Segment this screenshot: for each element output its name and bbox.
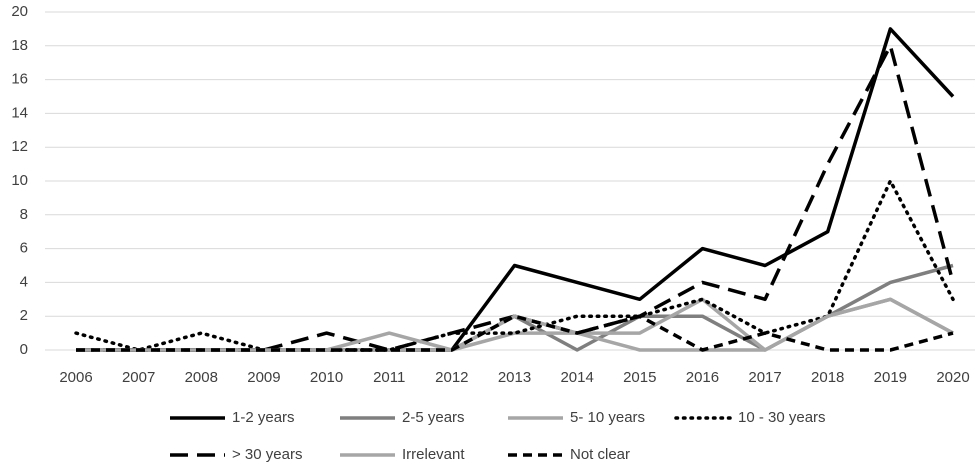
series-line: [76, 27, 955, 352]
legend-label: > 30 years: [232, 446, 302, 463]
y-tick-label: 6: [20, 240, 28, 257]
x-tick-label: 2020: [936, 369, 969, 386]
x-tick-label: 2007: [122, 369, 155, 386]
x-tick-label: 2008: [185, 369, 218, 386]
x-tick-label: 2015: [623, 369, 656, 386]
y-tick-label: 12: [11, 138, 28, 155]
legend-label: 1-2 years: [232, 409, 295, 426]
x-tick-label: 2006: [59, 369, 92, 386]
legend-label: Irrelevant: [402, 446, 465, 463]
series-line: [76, 44, 955, 352]
y-tick-label: 8: [20, 206, 28, 223]
legend-label: 5- 10 years: [570, 409, 645, 426]
x-tick-label: 2013: [498, 369, 531, 386]
x-tick-label: 2019: [874, 369, 907, 386]
x-tick-label: 2010: [310, 369, 343, 386]
legend-label: Not clear: [570, 446, 630, 463]
series-line: [76, 297, 954, 352]
series-line: [76, 263, 954, 352]
y-tick-label: 18: [11, 37, 28, 54]
y-tick-label: 10: [11, 172, 28, 189]
x-tick-label: 2016: [686, 369, 719, 386]
x-tick-label: 2017: [748, 369, 781, 386]
x-tick-label: 2009: [247, 369, 280, 386]
y-tick-label: 0: [20, 341, 28, 358]
series-line: [74, 179, 955, 352]
x-tick-label: 2014: [560, 369, 593, 386]
legend-label: 2-5 years: [402, 409, 465, 426]
x-tick-label: 2018: [811, 369, 844, 386]
y-tick-label: 2: [20, 307, 28, 324]
x-tick-label: 2011: [373, 369, 405, 386]
series-line: [76, 314, 954, 352]
y-tick-label: 14: [11, 104, 28, 121]
y-tick-label: 20: [11, 3, 28, 20]
series-line: [76, 297, 954, 352]
y-tick-label: 16: [11, 71, 28, 88]
x-tick-label: 2012: [435, 369, 468, 386]
legend-label: 10 - 30 years: [738, 409, 826, 426]
y-tick-label: 4: [20, 273, 28, 290]
